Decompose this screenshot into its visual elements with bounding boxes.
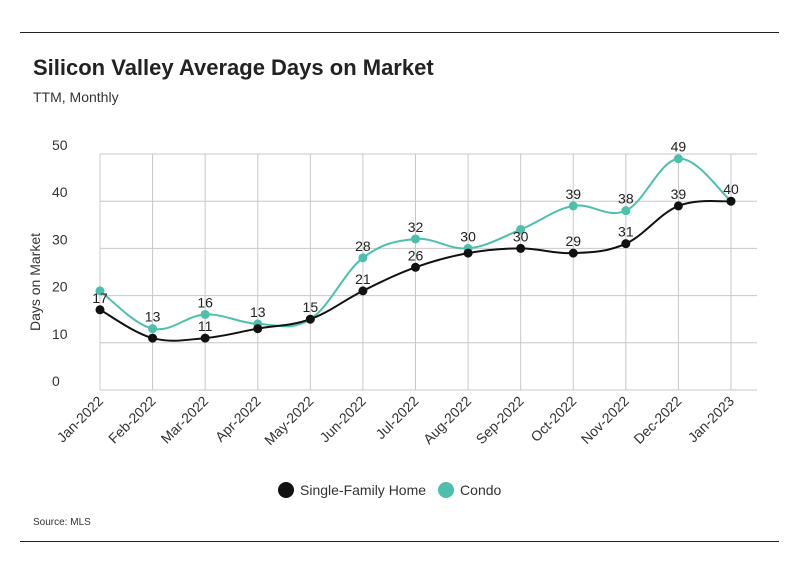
data-label-single-family: 39 [671, 186, 687, 202]
legend-label-single-family: Single-Family Home [300, 482, 427, 498]
data-label-single-family: 11 [198, 318, 213, 334]
y-tick-label: 10 [52, 326, 68, 342]
data-point-single-family [253, 324, 263, 334]
data-point-single-family [726, 196, 736, 206]
legend-item-single-family: Single-Family Home [278, 482, 426, 498]
data-point-condo [95, 286, 105, 296]
data-point-single-family [673, 201, 683, 211]
top-rule [20, 32, 779, 33]
data-point-single-family [621, 239, 631, 249]
x-tick-label: Jan-2023 [685, 393, 738, 446]
data-label-single-family: 17 [92, 290, 108, 306]
data-point-condo [411, 234, 420, 244]
data-point-condo [200, 309, 210, 319]
chart-title: Silicon Valley Average Days on Market [33, 55, 434, 80]
y-axis-label: Days on Market [27, 233, 43, 331]
source-note: Source: MLS [33, 517, 91, 528]
data-point-condo [516, 225, 526, 235]
legend-marker-single-family [278, 482, 294, 498]
data-point-condo [568, 201, 578, 211]
data-label-condo: 13 [145, 309, 161, 325]
data-point-condo [673, 154, 683, 164]
data-label-condo: 38 [618, 191, 634, 207]
legend-marker-condo [438, 482, 455, 498]
data-label-single-family: 31 [618, 224, 634, 240]
data-label-condo: 15 [303, 299, 319, 315]
data-point-single-family [148, 333, 158, 343]
data-point-condo [358, 253, 368, 263]
data-point-single-family [516, 243, 526, 253]
legend: Single-Family Home Condo [278, 482, 513, 498]
x-tick-label: Dec-2022 [630, 393, 684, 447]
data-point-single-family [95, 305, 105, 315]
x-tick-label: Jun-2022 [316, 393, 369, 446]
chart-subtitle: TTM, Monthly [33, 89, 119, 105]
data-label-condo: 28 [355, 238, 371, 254]
x-tick-label: Nov-2022 [578, 393, 632, 447]
x-tick-label: May-2022 [261, 393, 316, 448]
data-label-single-family: 29 [565, 233, 581, 249]
y-tick-label: 30 [52, 231, 68, 247]
x-tick-label: Oct-2022 [527, 393, 579, 445]
y-tick-label: 0 [52, 373, 60, 389]
x-tick-label: Mar-2022 [158, 393, 212, 447]
data-label-single-family: 21 [355, 271, 371, 287]
data-point-single-family [463, 248, 473, 258]
x-tick-label: Jul-2022 [372, 393, 421, 442]
data-label-single-family: 30 [513, 228, 529, 244]
legend-item-condo: Condo [438, 482, 501, 498]
x-tick-label: Jan-2022 [54, 393, 107, 446]
data-label-condo: 32 [408, 219, 424, 235]
data-point-condo [621, 206, 631, 216]
data-label-condo: 13 [250, 304, 266, 320]
data-point-single-family [358, 286, 368, 296]
x-tick-label: Apr-2022 [212, 393, 264, 445]
data-point-single-family [200, 333, 210, 343]
data-point-single-family [305, 314, 315, 324]
data-label-condo: 49 [671, 139, 687, 155]
x-tick-label: Aug-2022 [420, 393, 474, 447]
y-tick-label: 50 [52, 137, 68, 153]
y-tick-label: 40 [52, 184, 68, 200]
data-label-condo: 16 [197, 294, 213, 310]
bottom-rule [20, 541, 779, 542]
data-label-condo: 40 [723, 181, 739, 197]
data-point-condo [148, 324, 158, 334]
x-tick-label: Sep-2022 [473, 393, 527, 447]
data-point-single-family [411, 262, 420, 272]
data-label-condo: 39 [565, 186, 581, 202]
data-point-single-family [568, 248, 578, 258]
y-tick-label: 20 [52, 279, 68, 295]
x-tick-label: Feb-2022 [105, 393, 159, 447]
legend-label-condo: Condo [460, 482, 502, 498]
data-label-single-family: 26 [408, 247, 424, 263]
data-label-condo: 30 [460, 228, 476, 244]
